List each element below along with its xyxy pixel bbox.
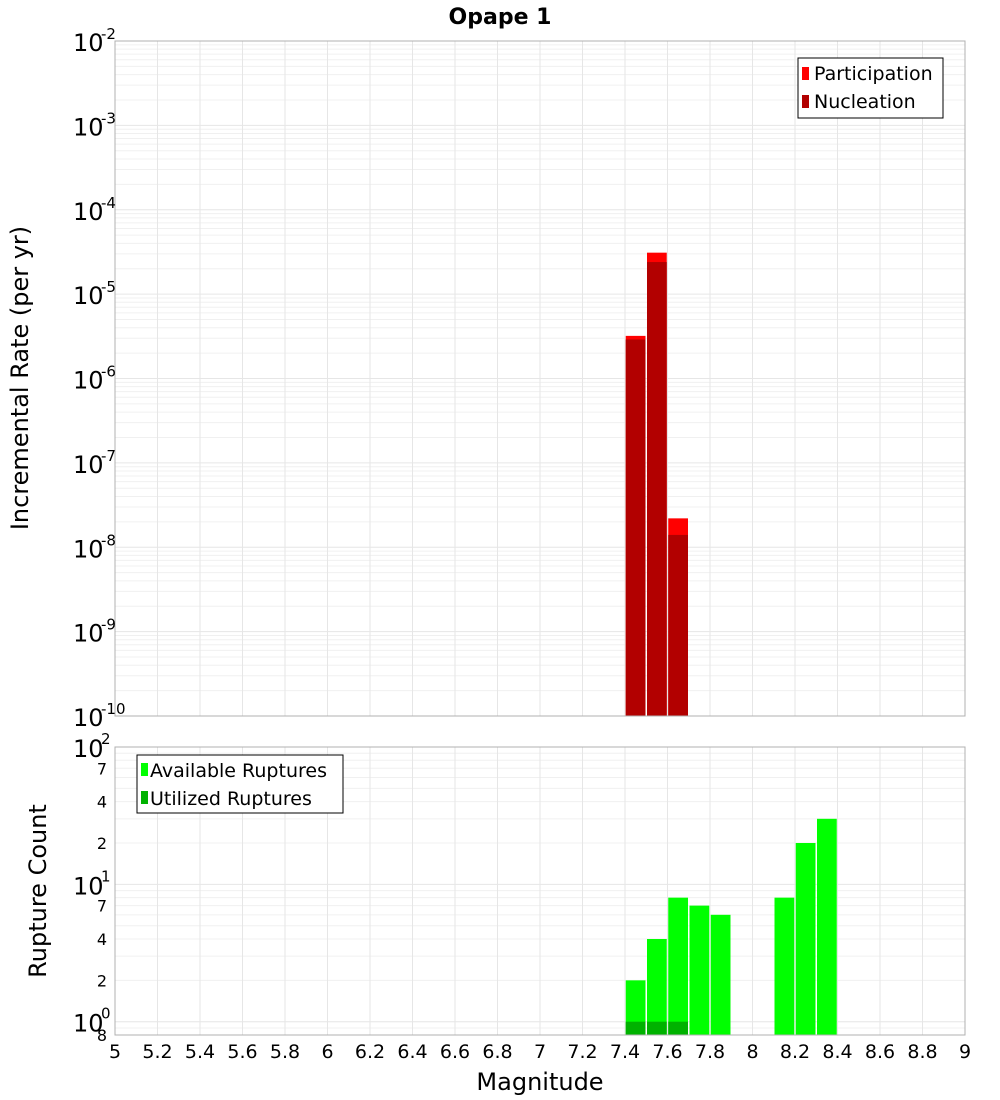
legend-label-utilized: Utilized Ruptures	[150, 788, 312, 810]
count-legend-box	[136, 754, 344, 814]
available-ruptures-bar	[795, 843, 816, 1035]
x-tick-label: 7.2	[567, 1041, 597, 1063]
count-y-minor-tick-label: 4	[97, 930, 107, 949]
rate-y-tick-label: 10	[73, 367, 104, 395]
rate-y-tick-label: 10	[73, 620, 104, 648]
legend-swatch-participation	[802, 67, 809, 80]
x-tick-label: 5	[109, 1041, 121, 1063]
count-y-minor-tick-label: 7	[97, 759, 107, 778]
x-tick-label: 7	[534, 1041, 546, 1063]
count-y-minor-tick-label: 8	[97, 1026, 107, 1045]
count-y-minor-tick-label: 7	[97, 897, 107, 916]
rate-y-ticks: 10-210-310-410-510-610-710-810-910-10	[73, 25, 126, 732]
x-tick-label: 6.4	[397, 1041, 427, 1063]
rate-legend-box	[797, 57, 944, 119]
rate-y-tick-label: 10	[73, 113, 104, 141]
rate-y-tick-label: 10	[73, 451, 104, 479]
utilized-ruptures-bar	[668, 1021, 688, 1035]
x-tick-label: 6.6	[440, 1041, 470, 1063]
rate-y-tick-label: 10	[73, 198, 104, 226]
x-tick-label: 6.2	[355, 1041, 385, 1063]
legend-label-participation: Participation	[814, 63, 933, 85]
x-tick-label: 9	[959, 1041, 971, 1063]
available-ruptures-bar	[710, 914, 731, 1035]
x-tick-label: 6	[321, 1041, 333, 1063]
rate-panel: 10-210-310-410-510-610-710-810-910-10 In…	[6, 25, 966, 732]
x-tick-label: 8	[746, 1041, 758, 1063]
nucleation-bar	[625, 339, 646, 716]
rate-y-tick-exponent: -6	[101, 363, 116, 381]
available-ruptures-bar	[668, 897, 688, 1035]
count-legend: Available Ruptures Utilized Ruptures	[136, 754, 344, 814]
legend-label-nucleation: Nucleation	[814, 91, 916, 113]
utilized-ruptures-bar	[625, 1021, 646, 1035]
available-ruptures-bar	[774, 897, 795, 1035]
rate-legend: Participation Nucleation	[797, 57, 944, 119]
rate-y-tick-exponent: -4	[101, 194, 116, 212]
rate-plot-frame	[114, 40, 966, 717]
x-tick-label: 7.4	[610, 1041, 640, 1063]
rate-y-tick-label: 10	[73, 282, 104, 310]
legend-label-available: Available Ruptures	[150, 760, 327, 782]
rate-y-tick-label: 10	[73, 704, 104, 732]
legend-swatch-utilized	[141, 791, 148, 804]
legend-swatch-available	[141, 763, 148, 776]
count-y-tick-label: 10	[73, 1010, 104, 1038]
count-y-minor-tick-label: 4	[97, 793, 107, 812]
x-axis-label: Magnitude	[476, 1068, 603, 1096]
x-tick-label: 5.8	[270, 1041, 300, 1063]
rate-y-tick-exponent: -5	[101, 278, 116, 296]
x-tick-label: 8.4	[822, 1041, 852, 1063]
count-plot-frame	[114, 746, 966, 1036]
available-ruptures-bar	[817, 818, 837, 1035]
rate-y-tick-exponent: -2	[101, 25, 116, 43]
x-tick-label: 8.8	[907, 1041, 937, 1063]
x-tick-label: 5.6	[227, 1041, 257, 1063]
count-y-tick-label: 10	[73, 872, 104, 900]
nucleation-bar	[668, 534, 688, 716]
x-tick-label: 8.2	[780, 1041, 810, 1063]
x-tick-label: 6.8	[482, 1041, 512, 1063]
x-tick-label: 7.6	[652, 1041, 682, 1063]
count-bars	[625, 818, 837, 1035]
available-ruptures-bar	[689, 905, 710, 1035]
utilized-ruptures-bar	[647, 1021, 667, 1035]
available-ruptures-bar	[625, 980, 646, 1035]
count-y-tick-exponent: 2	[101, 730, 111, 748]
count-y-axis-label: Rupture Count	[24, 804, 52, 978]
rate-y-tick-exponent: -9	[101, 616, 116, 634]
count-y-minor-tick-label: 2	[97, 834, 107, 853]
rate-y-tick-exponent: -3	[101, 109, 116, 127]
legend-swatch-nucleation	[802, 95, 809, 108]
rate-y-tick-exponent: -8	[101, 531, 116, 549]
x-tick-label: 5.2	[142, 1041, 172, 1063]
count-y-tick-label: 10	[73, 735, 104, 763]
x-tick-label: 7.8	[695, 1041, 725, 1063]
count-y-tick-exponent: 1	[101, 867, 111, 885]
available-ruptures-bar	[647, 939, 667, 1035]
nucleation-bar	[647, 262, 667, 716]
x-ticks: 5 5.2 5.4 5.6 5.8 6 6.2 6.4 6.6 6.8 7 7.2 7.4 7.6 7.8 8…	[109, 1041, 971, 1063]
x-tick-label: 5.4	[185, 1041, 215, 1063]
rate-bars	[625, 252, 688, 716]
rate-y-tick-label: 10	[73, 535, 104, 563]
rate-grid	[114, 40, 966, 717]
count-y-minor-tick-label: 2	[97, 971, 107, 990]
rate-y-axis-label: Incremental Rate (per yr)	[6, 226, 34, 530]
x-tick-label: 8.6	[865, 1041, 895, 1063]
rate-y-tick-label: 10	[73, 29, 104, 57]
rate-y-tick-exponent: -7	[101, 447, 116, 465]
count-y-tick-exponent: 0	[101, 1005, 111, 1023]
rate-y-tick-exponent: -10	[101, 700, 126, 718]
chart-title: Opape 1	[449, 5, 552, 30]
